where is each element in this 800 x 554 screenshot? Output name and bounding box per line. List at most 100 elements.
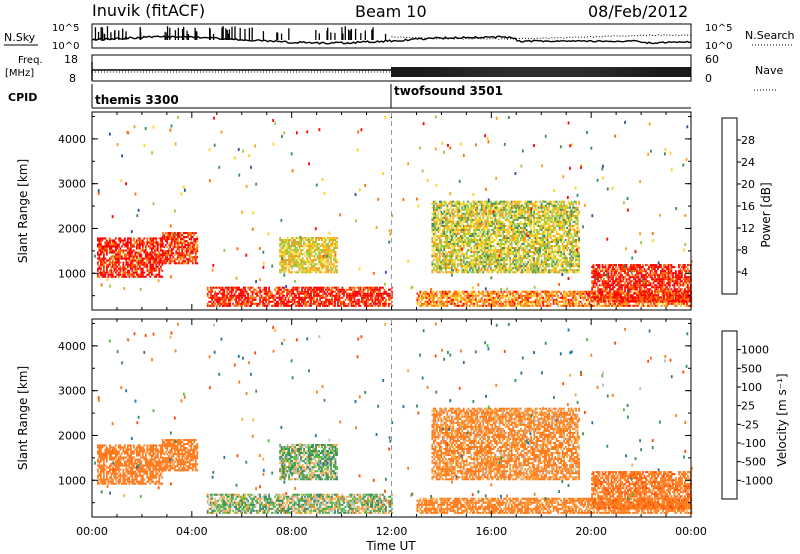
power-cell: [315, 267, 317, 270]
power-cell: [254, 302, 257, 305]
power-cell: [102, 267, 105, 270]
power-cell: [331, 300, 333, 303]
power-cell: [554, 208, 557, 211]
power-cell: [531, 214, 534, 217]
power-cell: [482, 230, 485, 233]
power-cell: [548, 257, 551, 260]
power-cell: [453, 251, 456, 254]
power-cell: [509, 257, 512, 260]
power-cell: [548, 251, 551, 254]
power-cell: [135, 245, 138, 248]
power-cell: [150, 273, 153, 276]
power-cell: [322, 267, 325, 270]
power-cell: [485, 226, 488, 229]
power-cell: [365, 304, 368, 307]
power-cell: [473, 206, 476, 209]
power-cell: [435, 271, 438, 274]
power-cell: [114, 253, 117, 256]
power-cell: [552, 220, 555, 223]
power-cell: [449, 216, 452, 219]
power-cell: [242, 302, 245, 305]
power-cell: [543, 236, 546, 239]
power-cell: [316, 294, 318, 297]
power-cell: [551, 212, 554, 215]
power-cell: [498, 267, 501, 270]
power-cell: [513, 222, 516, 225]
power-cell: [461, 263, 464, 266]
power-cell: [456, 226, 459, 229]
power-cell: [525, 263, 528, 266]
power-cell: [543, 269, 546, 272]
power-cell: [146, 241, 149, 244]
power-cell: [459, 265, 462, 268]
power-cell: [297, 236, 299, 239]
power-cell: [552, 206, 555, 209]
power-cell: [119, 273, 122, 276]
power-cell: [483, 255, 486, 258]
power-cell: [531, 271, 534, 274]
power-cell: [114, 263, 117, 266]
power-cell: [477, 216, 480, 219]
power-cell: [244, 288, 247, 291]
power-cell: [519, 239, 522, 242]
power-cell: [306, 271, 308, 274]
power-cell: [443, 267, 446, 270]
power-cell: [527, 269, 530, 272]
power-cell: [527, 251, 530, 254]
power-cell: [299, 304, 302, 307]
power-cell: [167, 250, 170, 253]
power-cell: [480, 212, 483, 215]
power-cell: [316, 236, 319, 239]
power-cell: [169, 238, 172, 241]
power-cell: [494, 259, 497, 262]
power-cell: [320, 302, 323, 305]
power-cell: [492, 202, 495, 205]
power-cell: [337, 294, 339, 297]
power-cell: [191, 246, 194, 249]
power-cell: [123, 275, 126, 278]
power-cell: [129, 263, 132, 266]
power-cell: [227, 296, 230, 299]
power-cell: [527, 214, 530, 217]
power-cell: [527, 222, 530, 225]
power-cell: [441, 259, 444, 262]
power-cell: [117, 259, 120, 262]
power-cell: [536, 269, 539, 272]
power-cell: [474, 208, 477, 211]
power-cell: [486, 247, 489, 250]
power-cell: [182, 232, 185, 235]
power-cell: [500, 208, 503, 211]
power-cell: [359, 286, 362, 289]
power-cell: [507, 204, 510, 207]
power-cell: [161, 275, 164, 278]
power-cell: [492, 212, 495, 215]
power-cell: [522, 226, 525, 229]
power-cell: [326, 300, 329, 303]
power-cell: [355, 292, 357, 295]
power-cell: [524, 218, 527, 221]
power-cell: [176, 246, 179, 249]
power-cell: [333, 249, 335, 252]
power-cell: [245, 292, 248, 295]
power-cell: [555, 214, 558, 217]
power-cell: [555, 269, 558, 272]
power-cell: [530, 267, 533, 270]
power-cell: [552, 234, 555, 237]
power-cell: [324, 257, 326, 260]
power-cell: [497, 265, 500, 268]
power-cell: [305, 294, 308, 297]
power-cell: [108, 237, 111, 240]
power-cell: [308, 292, 311, 295]
power-cell: [455, 210, 458, 213]
power-cell: [486, 222, 489, 225]
power-cell: [182, 256, 185, 259]
power-cell: [528, 206, 531, 209]
power-cell: [132, 245, 135, 248]
power-cell: [464, 226, 467, 229]
power-cell: [531, 234, 534, 237]
power-cell: [494, 234, 497, 237]
beam-title: Beam 10: [355, 2, 427, 21]
power-cell: [316, 255, 319, 258]
power-cell: [470, 263, 473, 266]
power-cell: [557, 243, 560, 246]
